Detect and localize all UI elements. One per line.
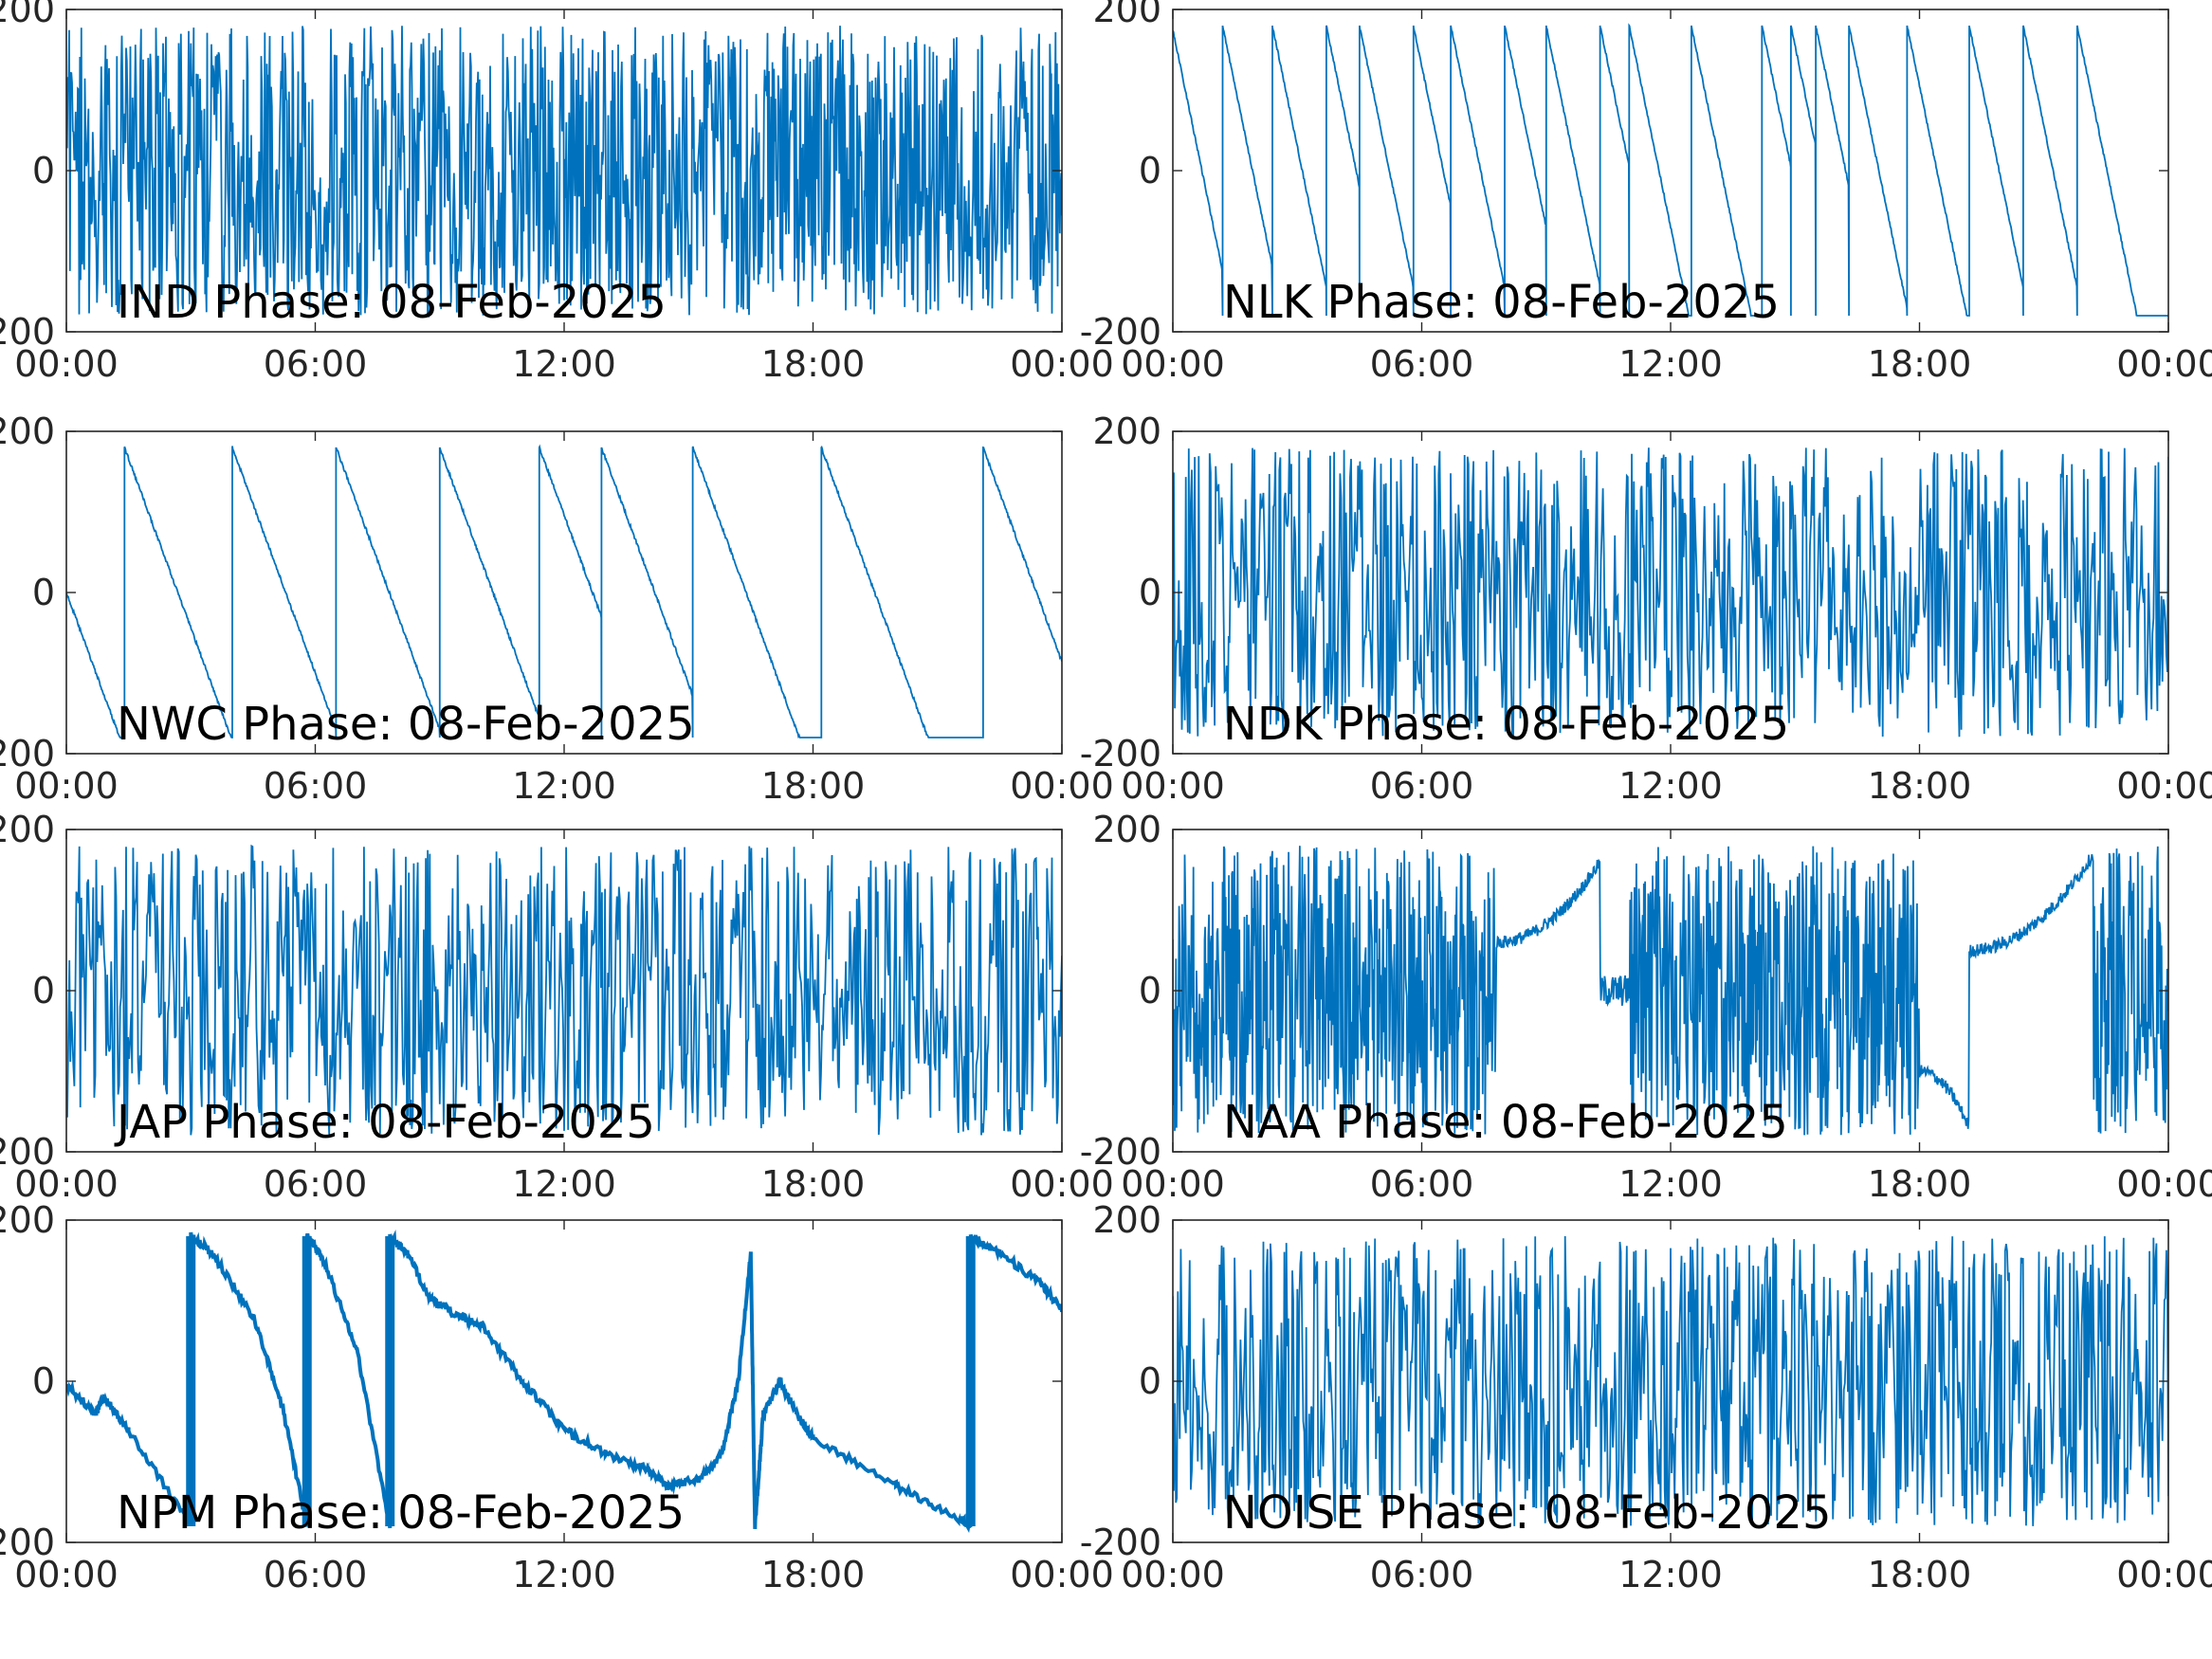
x-tick-label: 00:00: [2116, 343, 2212, 385]
panel-annotation: NAA Phase: 08-Feb-2025: [1223, 1096, 1788, 1149]
x-tick-label: 12:00: [512, 1163, 616, 1205]
panel-annotation: NOISE Phase: 08-Feb-2025: [1223, 1486, 1832, 1540]
y-tick-label: 200: [0, 1199, 55, 1241]
y-tick-label: 0: [1139, 1360, 1161, 1402]
phase-wrap-band: [186, 1236, 196, 1526]
phase-series-line: [1173, 23, 2168, 317]
x-tick-label: 06:00: [1370, 1163, 1474, 1205]
x-tick-label: 00:00: [14, 765, 119, 807]
x-tick-label: 06:00: [264, 1163, 368, 1205]
x-tick-label: 00:00: [1010, 343, 1114, 385]
y-tick-label: 0: [1139, 970, 1161, 1012]
x-tick-label: 18:00: [761, 343, 866, 385]
phase-series-line: [66, 26, 1062, 319]
x-tick-label: 00:00: [1121, 1554, 1225, 1595]
y-tick-label: 200: [1092, 1199, 1161, 1241]
x-tick-label: 12:00: [1618, 1163, 1723, 1205]
x-tick-label: 06:00: [264, 343, 368, 385]
panel-annotation: IND Phase: 08-Feb-2025: [117, 276, 667, 329]
y-tick-label: -200: [1080, 1131, 1161, 1173]
panel-annotation: NPM Phase: 08-Feb-2025: [117, 1486, 685, 1540]
y-tick-label: 0: [32, 150, 55, 191]
phase-series-line: [66, 1230, 1062, 1533]
x-tick-label: 06:00: [264, 765, 368, 807]
y-tick-label: -200: [1080, 311, 1161, 353]
y-tick-label: 200: [0, 0, 55, 30]
x-tick-label: 00:00: [2116, 1163, 2212, 1205]
phase-wrap-band: [302, 1236, 312, 1526]
y-tick-label: 200: [1092, 809, 1161, 850]
phase-wrap-band: [965, 1236, 976, 1526]
x-tick-label: 00:00: [1010, 1554, 1114, 1595]
y-tick-label: 200: [1092, 0, 1161, 30]
x-tick-label: 12:00: [1618, 343, 1723, 385]
x-tick-label: 18:00: [1868, 765, 1972, 807]
phase-series-line: [1173, 846, 2168, 1136]
x-tick-label: 12:00: [1618, 1554, 1723, 1595]
y-tick-label: -200: [0, 311, 55, 353]
phase-series-line: [66, 844, 1062, 1136]
x-tick-label: 06:00: [1370, 765, 1474, 807]
x-tick-label: 12:00: [512, 1554, 616, 1595]
x-tick-label: 18:00: [761, 1163, 866, 1205]
y-tick-label: 0: [32, 572, 55, 613]
x-tick-label: 18:00: [1868, 1163, 1972, 1205]
x-tick-label: 00:00: [1121, 765, 1225, 807]
y-tick-label: -200: [1080, 1522, 1161, 1563]
x-tick-label: 00:00: [1010, 1163, 1114, 1205]
x-tick-label: 06:00: [1370, 343, 1474, 385]
x-tick-label: 00:00: [1121, 343, 1225, 385]
x-tick-label: 00:00: [1010, 765, 1114, 807]
x-tick-label: 18:00: [1868, 1554, 1972, 1595]
y-tick-label: -200: [0, 733, 55, 775]
x-tick-label: 00:00: [2116, 765, 2212, 807]
x-tick-label: 00:00: [2116, 1554, 2212, 1595]
x-tick-label: 18:00: [761, 1554, 866, 1595]
phase-series-line: [1173, 447, 2168, 738]
phase-series-line: [66, 444, 1062, 738]
x-tick-label: 18:00: [761, 765, 866, 807]
x-tick-label: 00:00: [1121, 1163, 1225, 1205]
y-tick-label: 200: [1092, 410, 1161, 452]
y-tick-label: 0: [32, 1360, 55, 1402]
y-tick-label: -200: [1080, 733, 1161, 775]
y-tick-label: -200: [0, 1522, 55, 1563]
y-tick-label: 0: [32, 970, 55, 1012]
x-tick-label: 06:00: [264, 1554, 368, 1595]
y-tick-label: 200: [0, 410, 55, 452]
x-tick-label: 00:00: [14, 343, 119, 385]
panel-annotation: NDK Phase: 08-Feb-2025: [1223, 698, 1789, 751]
x-tick-label: 12:00: [512, 343, 616, 385]
x-tick-label: 06:00: [1370, 1554, 1474, 1595]
x-tick-label: 12:00: [512, 765, 616, 807]
y-tick-label: 200: [0, 809, 55, 850]
phase-series-line: [1173, 1235, 2168, 1526]
x-tick-label: 12:00: [1618, 765, 1723, 807]
y-tick-label: 0: [1139, 572, 1161, 613]
panel-annotation: NWC Phase: 08-Feb-2025: [117, 698, 695, 751]
y-tick-label: 0: [1139, 150, 1161, 191]
x-tick-label: 00:00: [14, 1163, 119, 1205]
x-tick-label: 00:00: [14, 1554, 119, 1595]
phase-wrap-band: [385, 1236, 395, 1526]
x-tick-label: 18:00: [1868, 343, 1972, 385]
y-tick-label: -200: [0, 1131, 55, 1173]
panel-annotation: NLK Phase: 08-Feb-2025: [1223, 276, 1780, 329]
panel-annotation: JAP Phase: 08-Feb-2025: [114, 1096, 655, 1149]
